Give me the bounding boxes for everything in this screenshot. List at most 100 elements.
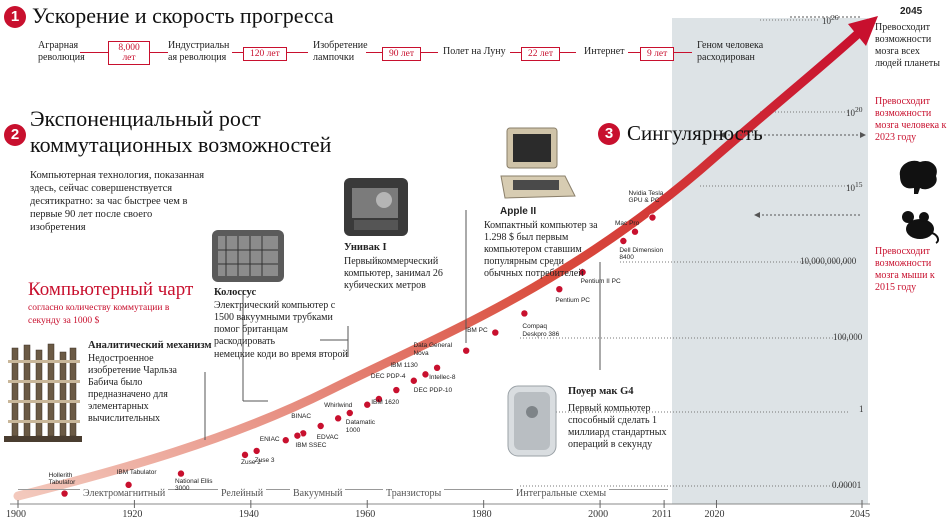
machine-label: Intellec-8 (429, 373, 456, 381)
x-axis-ticks (17, 500, 863, 508)
apple2-text: Компактный компьютер за 1.298 $ был перв… (484, 220, 598, 279)
machine-point (345, 409, 354, 418)
machine-point (555, 285, 564, 294)
machine-label: National Ellis 3000 (174, 477, 213, 493)
timeline-item-4: Интернет (584, 46, 625, 57)
section2-title-line1: Экспоненциальный рост (30, 106, 261, 131)
machine-label: Zuse 3 (254, 456, 275, 464)
univac-text: Первыйкоммерческий компьютер, занимал 26… (344, 256, 443, 291)
chart-subtitle-2: секунду за 1000 $ (28, 316, 100, 326)
x-tick-label: 2011 (652, 509, 672, 520)
machine-label: IBM 1620 (371, 398, 400, 406)
era-0: Электромагнитный (80, 488, 169, 500)
timeline-item-3: Полет на Луну (443, 46, 506, 57)
g4-text: Первый компьютер способный сделать 1 мил… (568, 403, 667, 450)
machine-label: Pentium PC (555, 297, 590, 305)
y-exponent: 15 (855, 180, 863, 189)
y-label-1e10: 10,000,000,000 (800, 256, 857, 266)
apple2-title: Apple II (500, 206, 537, 217)
timeline-gap-2: 90 лет (382, 47, 421, 61)
machine-label: Zuse 2 (241, 458, 261, 466)
x-tick-label: 1980 (471, 509, 492, 520)
univac-image (344, 178, 408, 236)
y-exponent: 20 (855, 105, 863, 114)
chart-subtitle-1: согласно количеству коммутации в (28, 303, 170, 313)
timeline-gap-3: 22 лет (521, 47, 560, 61)
section1-title: Ускорение и скорость прогресса (32, 3, 334, 28)
colossus-text-2: немецкие коди во время второй (214, 349, 348, 360)
y-label-20: 1020 (846, 105, 863, 118)
univac-title: Унивак I (344, 242, 387, 253)
apple2-image (500, 127, 576, 199)
machine-point (433, 363, 442, 372)
machine-point (293, 431, 302, 440)
section2-number: 2 (4, 124, 26, 146)
machine-point (409, 376, 418, 385)
machine-label: Nvidia Tesla GPU & PC (628, 189, 664, 205)
era-2: Вакуумный (290, 488, 346, 500)
machine-label: ENIAC (259, 436, 280, 444)
machine-point (491, 328, 500, 337)
y-exponent: 26 (831, 13, 839, 22)
colossus-text: Электрический компьютер с 1500 вакуумным… (214, 300, 336, 347)
machine-point (241, 450, 250, 459)
x-tick-label: 1900 (6, 509, 26, 520)
x-tick-label: 1960 (355, 509, 376, 520)
machine-label: Dell Dimension 8400 (619, 246, 664, 262)
brain-icon (899, 160, 937, 194)
analytic-title: Аналитический механизм (88, 340, 212, 351)
machine-point (316, 422, 325, 431)
timeline-gap-4: 9 лет (640, 47, 675, 61)
timeline-gap-1: 120 лет (243, 47, 287, 61)
machine-points (60, 213, 657, 498)
timeline-item-0: Аграрная революция (38, 40, 85, 63)
y-label-1: 1 (859, 404, 864, 414)
x-tick-label: 1940 (238, 509, 259, 520)
timeline-item-2: Изобретение лампочки (313, 40, 368, 63)
section3-title: Сингулярность (627, 121, 763, 145)
machine-label: DEC PDP-4 (370, 372, 406, 380)
section2-description: Компьютерная технология, показанная здес… (30, 170, 205, 233)
timeline-item-5: Геном человека расходирован (697, 40, 764, 63)
era-3: Транзисторы (383, 488, 445, 500)
machine-label: Compaq Deskpro 386 (522, 323, 560, 338)
timeline-item-1: Индустриальн ая революция (168, 40, 230, 63)
growth-curve (13, 25, 867, 501)
y-label-0.00001: 0.00001 (832, 480, 862, 490)
g4-image (507, 385, 557, 457)
machine-point (619, 236, 628, 245)
x-tick-label: 2000 (588, 509, 609, 520)
era-1: Релейный (218, 488, 267, 500)
era-4: Интегральные схемы (513, 488, 610, 500)
colossus-image (212, 230, 284, 282)
machine-point (421, 370, 430, 379)
analytic-text: Недостроенное изобретение Чарльза Бабича… (88, 353, 177, 424)
machine-label: DEC PDP-10 (413, 386, 453, 394)
machine-point (252, 446, 261, 455)
curve-arrowhead (848, 16, 878, 46)
section2-title-line2: коммутационных возможностей (30, 132, 332, 157)
future-region (672, 18, 868, 504)
y-label-26: 1026 (822, 13, 839, 26)
machine-label: Whirlwind (324, 402, 353, 410)
section3-number: 3 (598, 123, 620, 145)
year-2045-label: 2045 (900, 6, 923, 17)
analytic-engine-image (2, 340, 84, 444)
machine-point (648, 213, 657, 222)
machine-label: IBM Tabulator (116, 468, 157, 476)
mouse-icon (902, 211, 940, 244)
machine-point (334, 414, 343, 423)
machine-point (392, 386, 401, 395)
machine-label: EDVAC (316, 434, 339, 441)
y-gridlines (520, 19, 850, 487)
colossus-title: Колоссус (214, 287, 257, 298)
y-label-15: 1015 (846, 180, 863, 193)
machine-point (281, 436, 290, 445)
machine-point (578, 268, 587, 277)
machine-point (374, 394, 383, 403)
y-label-100000: 100,000 (833, 332, 863, 342)
machine-label: IBM PC (465, 326, 488, 334)
machine-label: Datamatic 1000 (345, 419, 376, 434)
machine-label: IBM SSEC (295, 441, 327, 449)
machine-label: Mac Pro (614, 219, 640, 227)
